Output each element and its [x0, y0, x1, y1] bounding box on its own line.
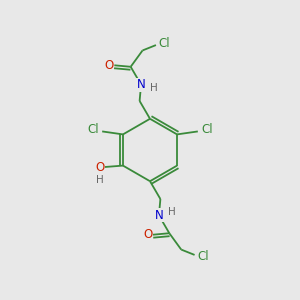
Text: H: H [167, 207, 175, 217]
Text: Cl: Cl [158, 37, 170, 50]
Text: O: O [104, 59, 114, 72]
Text: N: N [154, 209, 163, 222]
Text: H: H [96, 175, 104, 184]
Text: Cl: Cl [87, 123, 99, 136]
Text: H: H [150, 83, 158, 93]
Text: Cl: Cl [197, 250, 209, 263]
Text: O: O [143, 228, 152, 241]
Text: Cl: Cl [201, 123, 213, 136]
Text: O: O [95, 160, 105, 174]
Text: N: N [137, 78, 146, 91]
